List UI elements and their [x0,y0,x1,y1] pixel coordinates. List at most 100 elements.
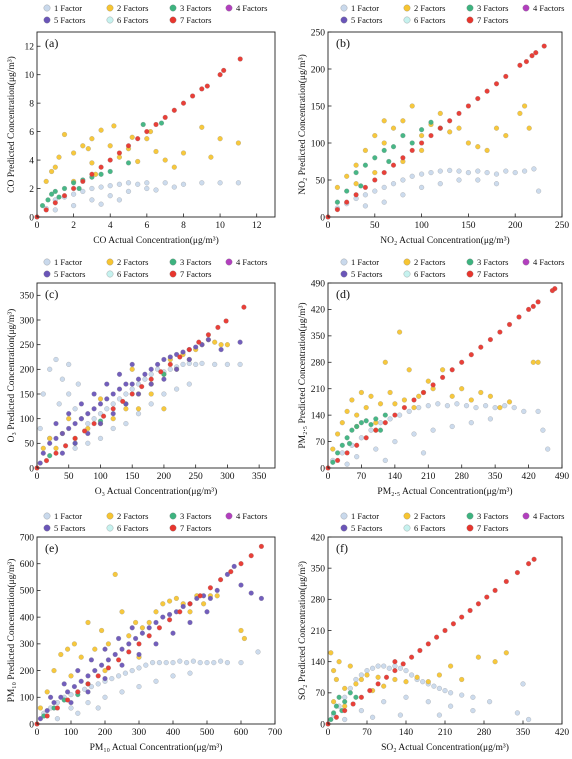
data-point [129,391,135,397]
axes-frame [36,31,276,218]
series-7-factors [325,43,547,220]
panel-label: (e) [45,541,58,555]
legend-marker-4-factors [522,4,530,12]
data-point [520,681,526,687]
data-point [382,359,388,365]
data-point [190,93,196,99]
data-point [56,401,62,407]
data-point [109,676,115,682]
data-point [120,398,126,404]
data-point [162,180,168,186]
legend-label-3-factors: 3 Factors [477,511,508,521]
data-point [417,647,423,654]
data-point [342,699,348,705]
data-point [400,118,406,124]
y-tick-label: 400 [20,613,35,623]
data-point [403,694,409,700]
data-point [339,450,345,456]
data-point [381,170,387,176]
data-point [61,185,68,192]
data-point [487,699,493,705]
data-point [107,157,113,163]
y-tick-label: 420 [311,306,326,316]
data-point [347,685,353,691]
data-point [135,376,142,382]
data-point [347,663,353,669]
legend-label-3-factors: 3 Factors [477,257,508,267]
data-point [526,561,532,567]
data-point [531,166,537,172]
data-point [224,361,230,367]
plot-area [34,56,243,220]
x-axis-label: NO₂ Actual Concentration(μg/m³) [380,235,509,246]
data-point [105,665,111,671]
data-point [158,120,165,126]
data-point [153,641,159,647]
data-point [448,703,454,709]
legend-label-2-factors: 2 Factors [414,257,445,267]
data-point [440,374,446,380]
data-point [430,382,436,388]
data-point [425,403,431,409]
data-point [78,416,84,422]
data-point [400,661,406,667]
x-tick-label: 210 [438,728,453,738]
y-tick-label: 0 [29,720,34,730]
data-point [456,110,462,116]
data-point [65,646,71,652]
data-point [522,168,528,174]
data-point [330,446,336,452]
data-point [403,679,409,685]
data-point [135,411,142,417]
y-tick-label: 10 [25,71,35,81]
x-tick-label: 200 [508,221,523,231]
y-tick-label: 6 [29,128,34,138]
data-point [373,446,379,452]
chart-panel-c: 1 Factor 2 Factors 3 Factors 4 Factors 5 Fac… [6,257,276,497]
data-point [107,143,113,149]
series-1-factor [331,663,532,723]
series-7-factors [325,556,537,727]
data-point [97,421,104,427]
data-point [135,136,141,142]
data-point [363,418,369,424]
legend-marker-1-factor [340,258,348,266]
y-tick-label: 250 [311,28,326,38]
data-point [344,188,350,194]
data-point [187,619,193,626]
data-point [333,703,339,709]
data-point [522,103,528,109]
data-point [218,658,224,664]
data-point [497,405,503,411]
data-point [110,416,116,422]
data-point [526,306,532,312]
data-point [123,381,129,387]
data-point [133,619,139,626]
data-point [334,199,340,205]
data-point [91,391,97,397]
data-point [354,454,360,460]
legend-marker-1-factor [43,258,51,266]
data-point [400,177,406,183]
x-tick-label: 700 [268,728,283,738]
panel-label: (f) [336,541,348,555]
y-axis-label: NO₂ Predicted Concentration(μg/m³) [297,54,308,195]
data-point [392,659,398,665]
data-point [85,146,91,152]
x-tick-label: 0 [35,728,40,738]
data-point [89,171,95,177]
data-point [465,170,471,176]
x-tick-label: 0 [326,472,331,482]
legend-marker-4-factors [225,4,233,12]
data-point [153,121,159,128]
data-point [37,716,43,722]
data-point [238,582,244,588]
data-point [199,360,205,366]
data-point [201,601,207,607]
data-point [214,593,220,599]
data-point [444,403,450,409]
legend-marker-3-factors [169,258,177,266]
x-tick-label: 200 [157,472,172,482]
data-point [419,140,425,146]
data-point [180,150,187,156]
